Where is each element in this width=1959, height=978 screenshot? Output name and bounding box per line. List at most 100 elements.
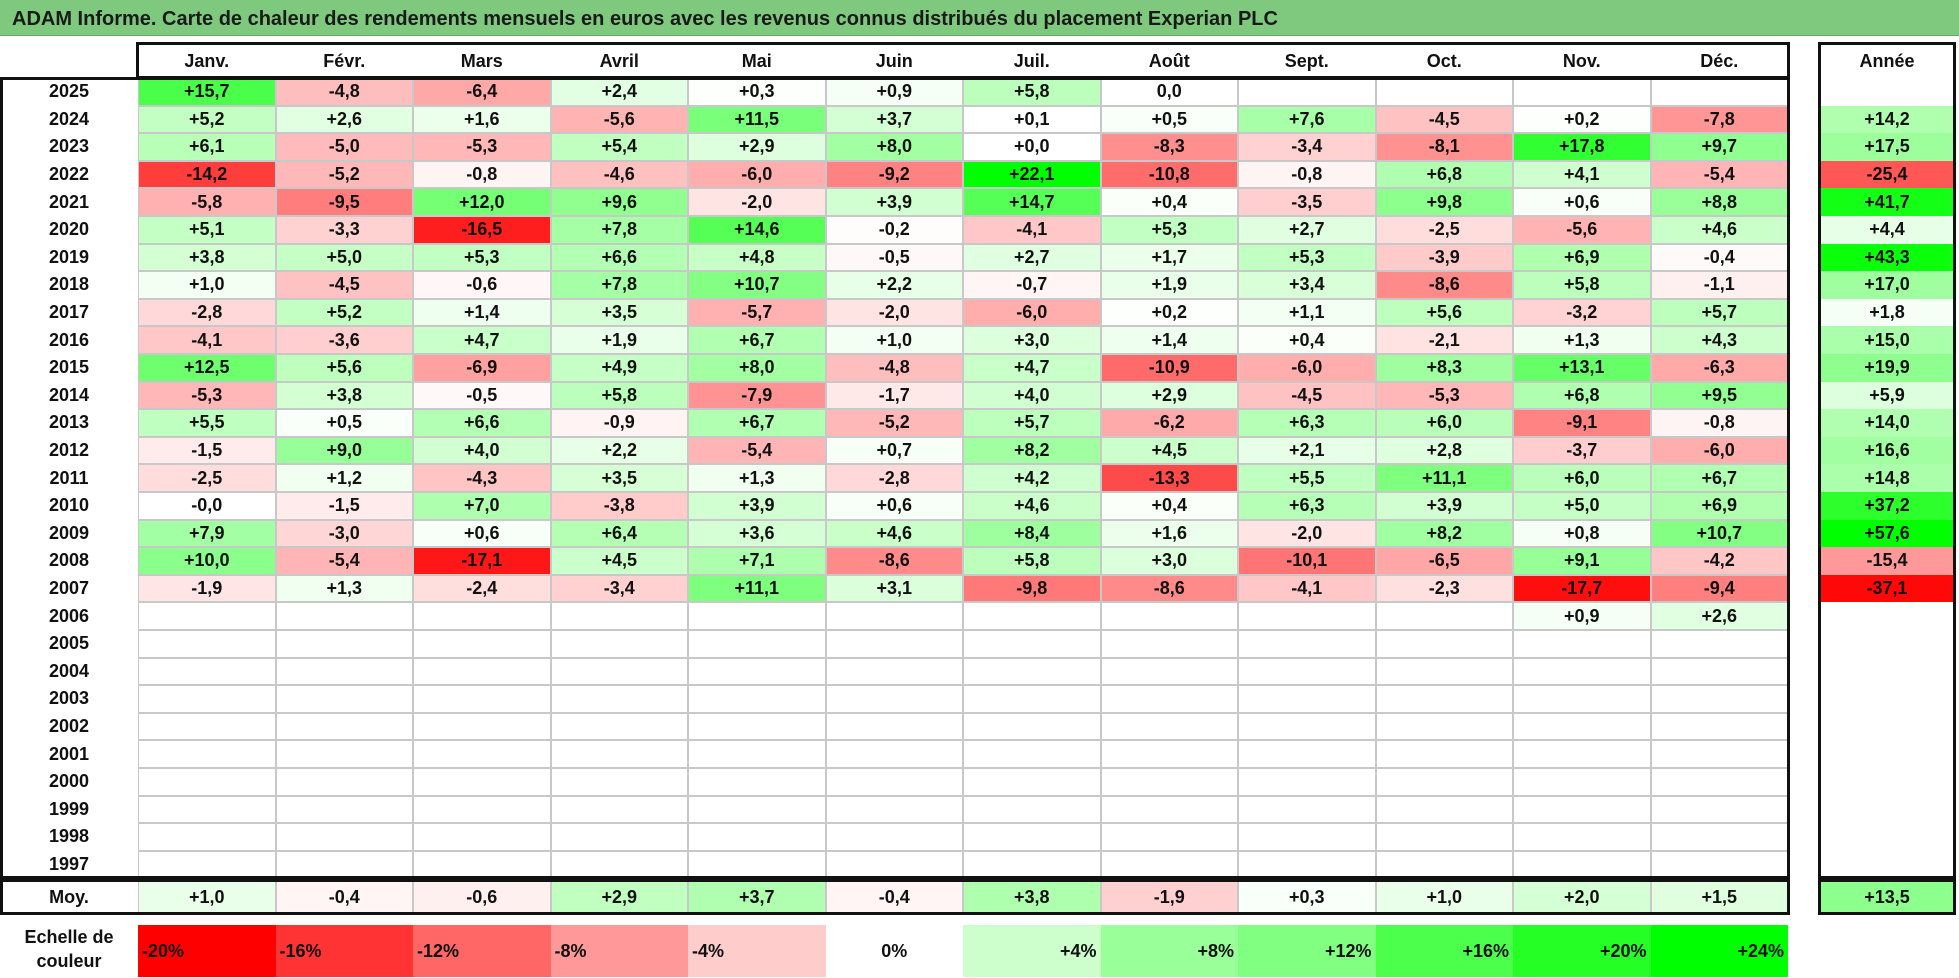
annual-cell	[1820, 78, 1954, 106]
heatmap-cell: +1,0	[825, 326, 963, 354]
heatmap-cell	[1375, 795, 1513, 824]
heatmap-cell: -0,8	[1238, 160, 1376, 189]
month-header: Janv.	[138, 44, 276, 78]
heatmap-cell	[963, 850, 1101, 879]
heatmap-cell: -3,0	[275, 519, 413, 548]
heatmap-cell	[275, 657, 413, 686]
heatmap-cell	[1650, 850, 1788, 879]
heatmap-cell: +0,1	[963, 105, 1101, 134]
average-cell: +2,0	[1513, 881, 1651, 913]
heatmap-cell: +5,7	[963, 409, 1101, 437]
color-scale-step: +24%	[1650, 925, 1788, 977]
heatmap-cell: +7,6	[1238, 105, 1376, 134]
heatmap-cell: +9,1	[1513, 547, 1651, 575]
heatmap-cell: +4,0	[963, 381, 1101, 410]
heatmap-cell	[1238, 740, 1376, 768]
heatmap-cell: +4,6	[1650, 216, 1788, 244]
heatmap-cell: +6,0	[1513, 464, 1651, 492]
heatmap-cell: +4,6	[825, 519, 963, 548]
heatmap-cell	[550, 768, 688, 796]
heatmap-cell	[1100, 795, 1238, 824]
heatmap-cell: +7,8	[550, 216, 688, 244]
heatmap-cell	[275, 602, 413, 630]
heatmap-cell	[550, 712, 688, 741]
heatmap-cell: +0,6	[413, 519, 551, 548]
year-label: 2014	[48, 384, 90, 405]
month-header: Oct.	[1375, 44, 1513, 78]
heatmap-cell: -0,2	[825, 216, 963, 244]
heatmap-cell	[1513, 78, 1651, 106]
heatmap-cell	[413, 823, 551, 851]
heatmap-cell: +1,4	[1100, 326, 1238, 354]
heatmap-cell	[825, 740, 963, 768]
heatmap-cell	[963, 823, 1101, 851]
heatmap-cell: +1,3	[275, 574, 413, 603]
heatmap-cell: -4,5	[275, 271, 413, 299]
annual-cell: +4,4	[1820, 216, 1954, 244]
heatmap-cell: -3,9	[1375, 243, 1513, 272]
heatmap-cell	[688, 630, 826, 658]
heatmap-cell	[138, 740, 276, 768]
heatmap-cell: -2,1	[1375, 326, 1513, 354]
heatmap-cell: -3,5	[1238, 188, 1376, 216]
heatmap-cell: +2,9	[1100, 381, 1238, 410]
heatmap-cell	[825, 685, 963, 713]
heatmap-cell: +0,5	[275, 409, 413, 437]
heatmap-cell: -6,0	[963, 298, 1101, 327]
color-scale-step: -8%	[550, 925, 688, 977]
heatmap-cell: +3,0	[963, 326, 1101, 354]
year-label: 2010	[48, 495, 90, 516]
heatmap-cell	[550, 685, 688, 713]
annual-cell: +14,8	[1820, 464, 1954, 492]
heatmap-cell: +6,7	[688, 409, 826, 437]
heatmap-cell: +0,9	[825, 78, 963, 106]
year-label: 2013	[48, 412, 90, 433]
year-label: 2018	[48, 274, 90, 295]
heatmap-cell: +0,7	[825, 436, 963, 465]
heatmap-cell	[413, 630, 551, 658]
heatmap-cell	[275, 850, 413, 879]
heatmap-cell: +5,3	[1100, 216, 1238, 244]
heatmap-cell	[1513, 685, 1651, 713]
heatmap-cell: +0,9	[1513, 602, 1651, 630]
title-bar: ADAM Informe. Carte de chaleur des rende…	[0, 0, 1959, 36]
heatmap-cell: +0,4	[1100, 188, 1238, 216]
heatmap-cell: +9,6	[550, 188, 688, 216]
heatmap-cell: -4,5	[1238, 381, 1376, 410]
heatmap-cell: +5,6	[1375, 298, 1513, 327]
heatmap-cell: +3,8	[138, 243, 276, 272]
heatmap-cell	[1238, 630, 1376, 658]
heatmap-cell: +12,0	[413, 188, 551, 216]
heatmap-cell: -5,2	[825, 409, 963, 437]
heatmap-cell: -4,5	[1375, 105, 1513, 134]
color-scale-step: +12%	[1238, 925, 1376, 977]
year-label: 2000	[48, 771, 90, 792]
heatmap-cell	[1513, 630, 1651, 658]
year-column-header: Année	[1820, 44, 1954, 78]
heatmap-cell: -0,9	[550, 409, 688, 437]
heatmap-cell: -5,3	[413, 133, 551, 161]
heatmap-cell	[550, 602, 688, 630]
heatmap-cell: -5,4	[688, 436, 826, 465]
annual-cell: +15,0	[1820, 326, 1954, 354]
heatmap-cell	[1650, 712, 1788, 741]
heatmap-cell	[413, 657, 551, 686]
year-label: 1997	[48, 854, 90, 875]
heatmap-cell: -0,5	[413, 381, 551, 410]
heatmap-cell	[1650, 823, 1788, 851]
average-cell: +1,5	[1650, 881, 1788, 913]
heatmap-cell	[688, 768, 826, 796]
heatmap-cell: -10,9	[1100, 354, 1238, 382]
heatmap-cell	[963, 602, 1101, 630]
heatmap-cell: -2,0	[825, 298, 963, 327]
color-scale-step: 0%	[825, 925, 963, 977]
heatmap-cell: -3,2	[1513, 298, 1651, 327]
annual-cell: +16,6	[1820, 436, 1954, 465]
annual-cell	[1820, 823, 1954, 851]
heatmap-cell	[688, 740, 826, 768]
average-cell: -0,6	[413, 881, 551, 913]
heatmap-cell: +6,1	[138, 133, 276, 161]
color-scale-step: -20%	[138, 925, 276, 977]
year-label: 2024	[48, 108, 90, 129]
heatmap-cell: -9,5	[275, 188, 413, 216]
